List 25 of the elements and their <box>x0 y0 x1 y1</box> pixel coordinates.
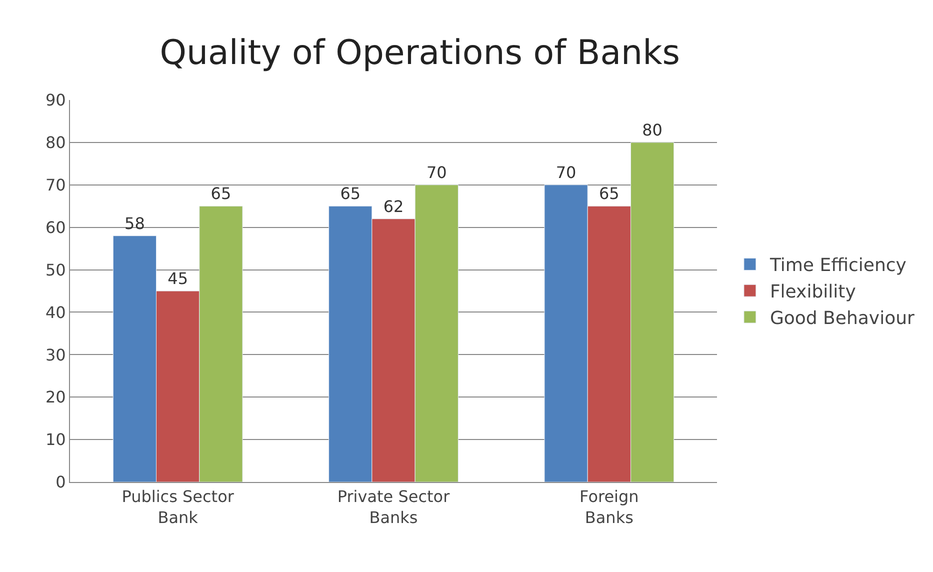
y-tick-label: 40 <box>45 302 66 322</box>
data-label: 70 <box>426 162 447 182</box>
x-tick-label: Foreign Banks <box>580 487 639 527</box>
y-tick-label: 60 <box>45 218 66 237</box>
data-label: 65 <box>598 184 620 204</box>
legend-label: Time Efficiency <box>768 255 907 276</box>
y-tick-label: 10 <box>45 430 66 450</box>
y-tick-label: 30 <box>45 345 66 364</box>
data-label: 80 <box>642 120 662 140</box>
data-label: 62 <box>383 196 404 216</box>
y-tick-label: 70 <box>45 175 66 194</box>
chart-title: Quality of Operations of Banks <box>160 32 680 73</box>
y-tick-label: 0 <box>56 472 66 492</box>
legend-label: Good Behaviour <box>770 308 915 330</box>
x-tick-label: Publics Sector Bank <box>122 487 234 527</box>
y-tick-label: 50 <box>45 260 66 280</box>
y-tick-label: 20 <box>45 388 66 407</box>
data-label: 65 <box>340 184 361 204</box>
y-tick-label: 90 <box>45 90 66 110</box>
x-tick-label: Private Sector Banks <box>337 487 450 527</box>
legend-label: Flexibility <box>770 282 856 303</box>
data-label: 65 <box>210 184 232 204</box>
y-tick-label: 80 <box>45 133 66 152</box>
data-label: 70 <box>556 162 576 182</box>
data-label: 45 <box>168 269 188 288</box>
